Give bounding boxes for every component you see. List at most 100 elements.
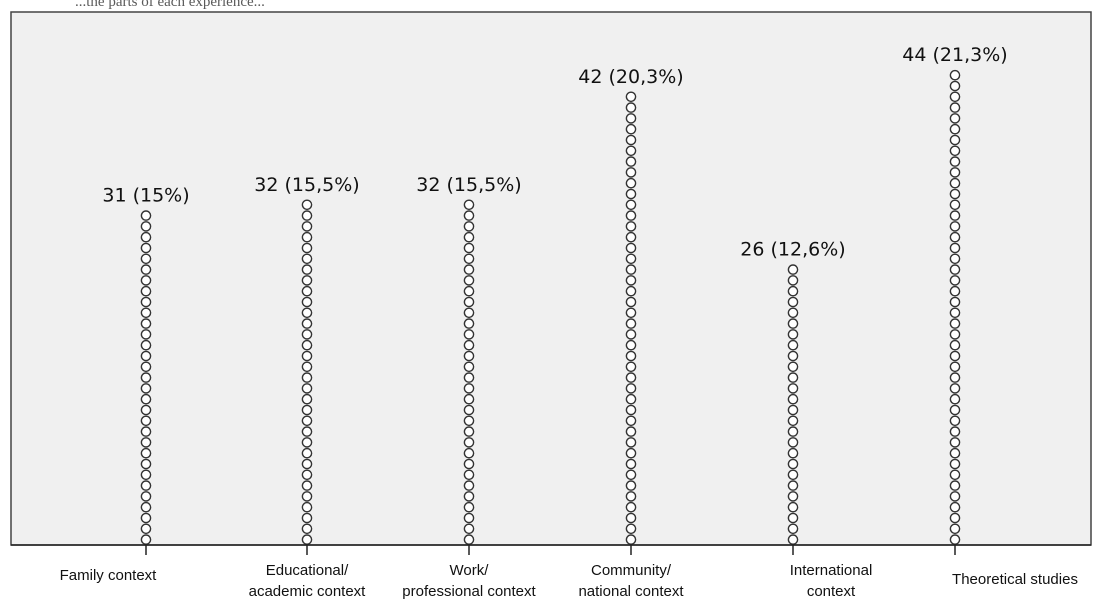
dot-marker xyxy=(140,447,152,459)
dot-marker xyxy=(787,512,799,524)
dot-marker xyxy=(625,469,637,481)
dot-marker xyxy=(140,523,152,535)
dot-marker xyxy=(949,480,961,491)
dot-marker xyxy=(787,372,799,383)
dot-marker xyxy=(949,415,961,427)
dot-marker xyxy=(301,437,313,448)
dot-marker xyxy=(301,372,313,383)
dot-marker xyxy=(301,393,313,405)
dot-marker xyxy=(949,437,961,448)
dot-marker xyxy=(625,177,637,189)
dot-marker xyxy=(787,501,799,513)
dot-marker xyxy=(463,491,475,502)
dot-marker xyxy=(140,318,152,329)
dot-marker xyxy=(625,123,637,135)
dot-marker xyxy=(625,480,637,491)
dot-marker xyxy=(140,242,152,254)
data-label: 42 (20,3%) xyxy=(578,66,683,88)
category-label: Family context xyxy=(60,567,158,584)
dot-marker xyxy=(787,285,799,297)
category-label: academic context xyxy=(249,583,367,600)
dot-marker xyxy=(301,383,313,394)
dot-marker xyxy=(625,210,637,221)
dot-marker xyxy=(301,253,313,265)
dot-marker xyxy=(949,285,961,297)
dot-marker xyxy=(949,177,961,189)
dot-marker xyxy=(301,426,313,437)
dot-marker xyxy=(140,372,152,383)
dot-marker xyxy=(787,426,799,437)
dot-marker xyxy=(463,221,475,232)
data-label: 26 (12,6%) xyxy=(740,239,845,261)
dot-marker xyxy=(301,415,313,427)
dot-marker xyxy=(949,80,961,92)
dot-marker xyxy=(625,113,637,124)
dot-marker xyxy=(463,534,475,545)
dot-marker xyxy=(301,350,313,362)
dot-marker xyxy=(301,469,313,481)
dot-marker xyxy=(140,437,152,448)
dot-marker xyxy=(949,102,961,113)
dot-marker xyxy=(949,199,961,211)
dot-marker xyxy=(463,523,475,535)
dot-marker xyxy=(625,296,637,308)
dot-marker xyxy=(787,523,799,535)
dot-marker xyxy=(301,447,313,459)
dot-marker xyxy=(625,534,637,545)
dot-marker xyxy=(625,447,637,459)
dot-marker xyxy=(301,329,313,340)
data-label: 32 (15,5%) xyxy=(416,174,521,196)
dot-marker xyxy=(787,361,799,373)
dot-marker xyxy=(463,437,475,448)
dot-marker xyxy=(625,339,637,351)
dot-marker xyxy=(301,296,313,308)
dot-marker xyxy=(140,404,152,416)
category-label: Work/ xyxy=(450,562,490,579)
dot-marker xyxy=(949,296,961,308)
dot-marker xyxy=(301,339,313,351)
dot-marker xyxy=(625,221,637,232)
dot-marker xyxy=(301,523,313,535)
dot-marker xyxy=(625,393,637,405)
dot-column xyxy=(787,264,799,545)
dot-marker xyxy=(787,480,799,491)
dot-marker xyxy=(625,426,637,437)
dot-marker xyxy=(949,134,961,146)
dot-column xyxy=(463,199,475,545)
dot-marker xyxy=(625,102,637,113)
dot-marker xyxy=(463,469,475,481)
dot-marker xyxy=(301,221,313,232)
dot-marker xyxy=(140,534,152,545)
dot-marker xyxy=(625,491,637,502)
dot-marker xyxy=(140,426,152,437)
dot-marker xyxy=(625,145,637,157)
dot-marker xyxy=(625,404,637,416)
dot-marker xyxy=(625,523,637,535)
dot-marker xyxy=(787,447,799,459)
dot-marker xyxy=(301,231,313,243)
dot-marker xyxy=(140,512,152,524)
dot-marker xyxy=(949,501,961,513)
dot-marker xyxy=(949,318,961,329)
dot-marker xyxy=(787,307,799,319)
dot-marker xyxy=(463,253,475,265)
dot-marker xyxy=(949,113,961,124)
x-axis-ticks xyxy=(145,545,956,555)
dot-marker xyxy=(787,491,799,502)
dot-marker xyxy=(301,307,313,319)
dot-marker xyxy=(949,188,961,200)
dot-marker xyxy=(463,296,475,308)
dot-marker xyxy=(625,242,637,254)
dot-marker xyxy=(463,329,475,340)
top-cropped-text: ...the parts of each experience... xyxy=(75,0,265,10)
dot-marker xyxy=(140,231,152,243)
dot-column xyxy=(625,91,637,545)
category-label: International xyxy=(790,562,873,579)
dot-marker xyxy=(625,134,637,146)
dot-marker xyxy=(949,145,961,157)
dot-marker xyxy=(949,231,961,243)
dot-marker xyxy=(625,512,637,524)
data-label: 44 (21,3%) xyxy=(902,44,1007,66)
data-marks: 31 (15%) 32 (15,5%) 32 (15,5%) 42 (20,3%) 26… xyxy=(102,44,1008,545)
dot-marker xyxy=(463,199,475,211)
